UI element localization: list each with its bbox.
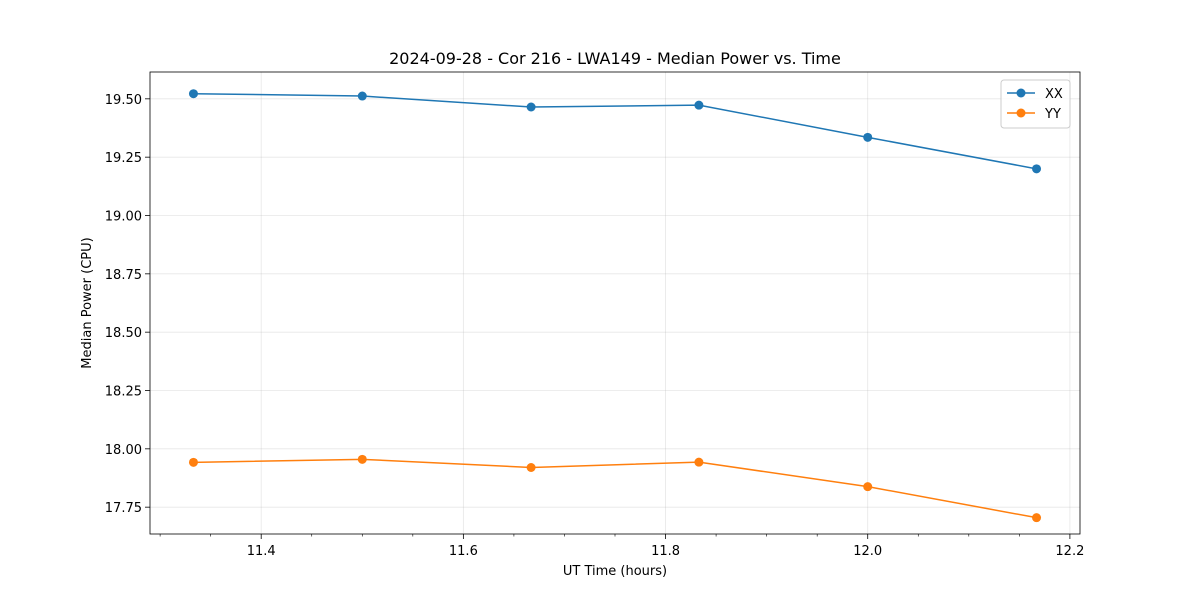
axes-layer: 11.4 11.6 11.8 12.0 12.2 17.75 18.00 18.25 18.50… [105, 71, 1084, 559]
data-point-xx [357, 91, 367, 101]
y-tick-label: 18.50 [105, 326, 142, 341]
legend-marker-xx [1016, 88, 1026, 98]
legend: XX YY [1000, 79, 1071, 129]
y-tick-label: 18.00 [105, 443, 142, 458]
x-tick-label: 12.2 [1055, 544, 1084, 559]
data-point-xx [1032, 164, 1042, 174]
data-point-xx [526, 102, 536, 112]
data-point-xx [188, 89, 198, 99]
y-tick-label: 18.25 [105, 385, 142, 400]
y-tick-label: 19.25 [105, 151, 142, 166]
legend-marker-yy [1016, 108, 1026, 118]
data-point-xx [863, 132, 873, 142]
series-layer [188, 89, 1042, 523]
y-tick-label: 17.75 [105, 501, 142, 516]
x-tick-label: 11.8 [651, 544, 680, 559]
x-tick-label: 11.4 [247, 544, 276, 559]
legend-label-yy: YY [1044, 107, 1061, 122]
data-point-yy [1032, 513, 1042, 523]
data-point-xx [694, 100, 704, 110]
x-tick-label: 11.6 [449, 544, 478, 559]
y-tick-label: 19.50 [105, 93, 142, 108]
data-point-yy [694, 457, 704, 467]
y-axis-label: Median Power (CPU) [80, 237, 95, 368]
series-line-yy [193, 458, 1037, 519]
data-point-yy [526, 463, 536, 472]
chart-title: 2024-09-28 - Cor 216 - LWA149 - Median P… [389, 49, 841, 68]
data-point-yy [188, 457, 198, 467]
y-tick-label: 18.75 [105, 268, 142, 283]
x-tick-label: 12.0 [853, 544, 882, 559]
y-tick-label: 19.00 [105, 210, 142, 225]
x-axis-label: UT Time (hours) [563, 564, 667, 579]
grid-layer [150, 72, 1080, 534]
data-point-yy [357, 454, 367, 464]
legend-label-xx: XX [1045, 87, 1063, 102]
data-point-yy [863, 482, 873, 492]
series-line-xx [193, 92, 1037, 170]
